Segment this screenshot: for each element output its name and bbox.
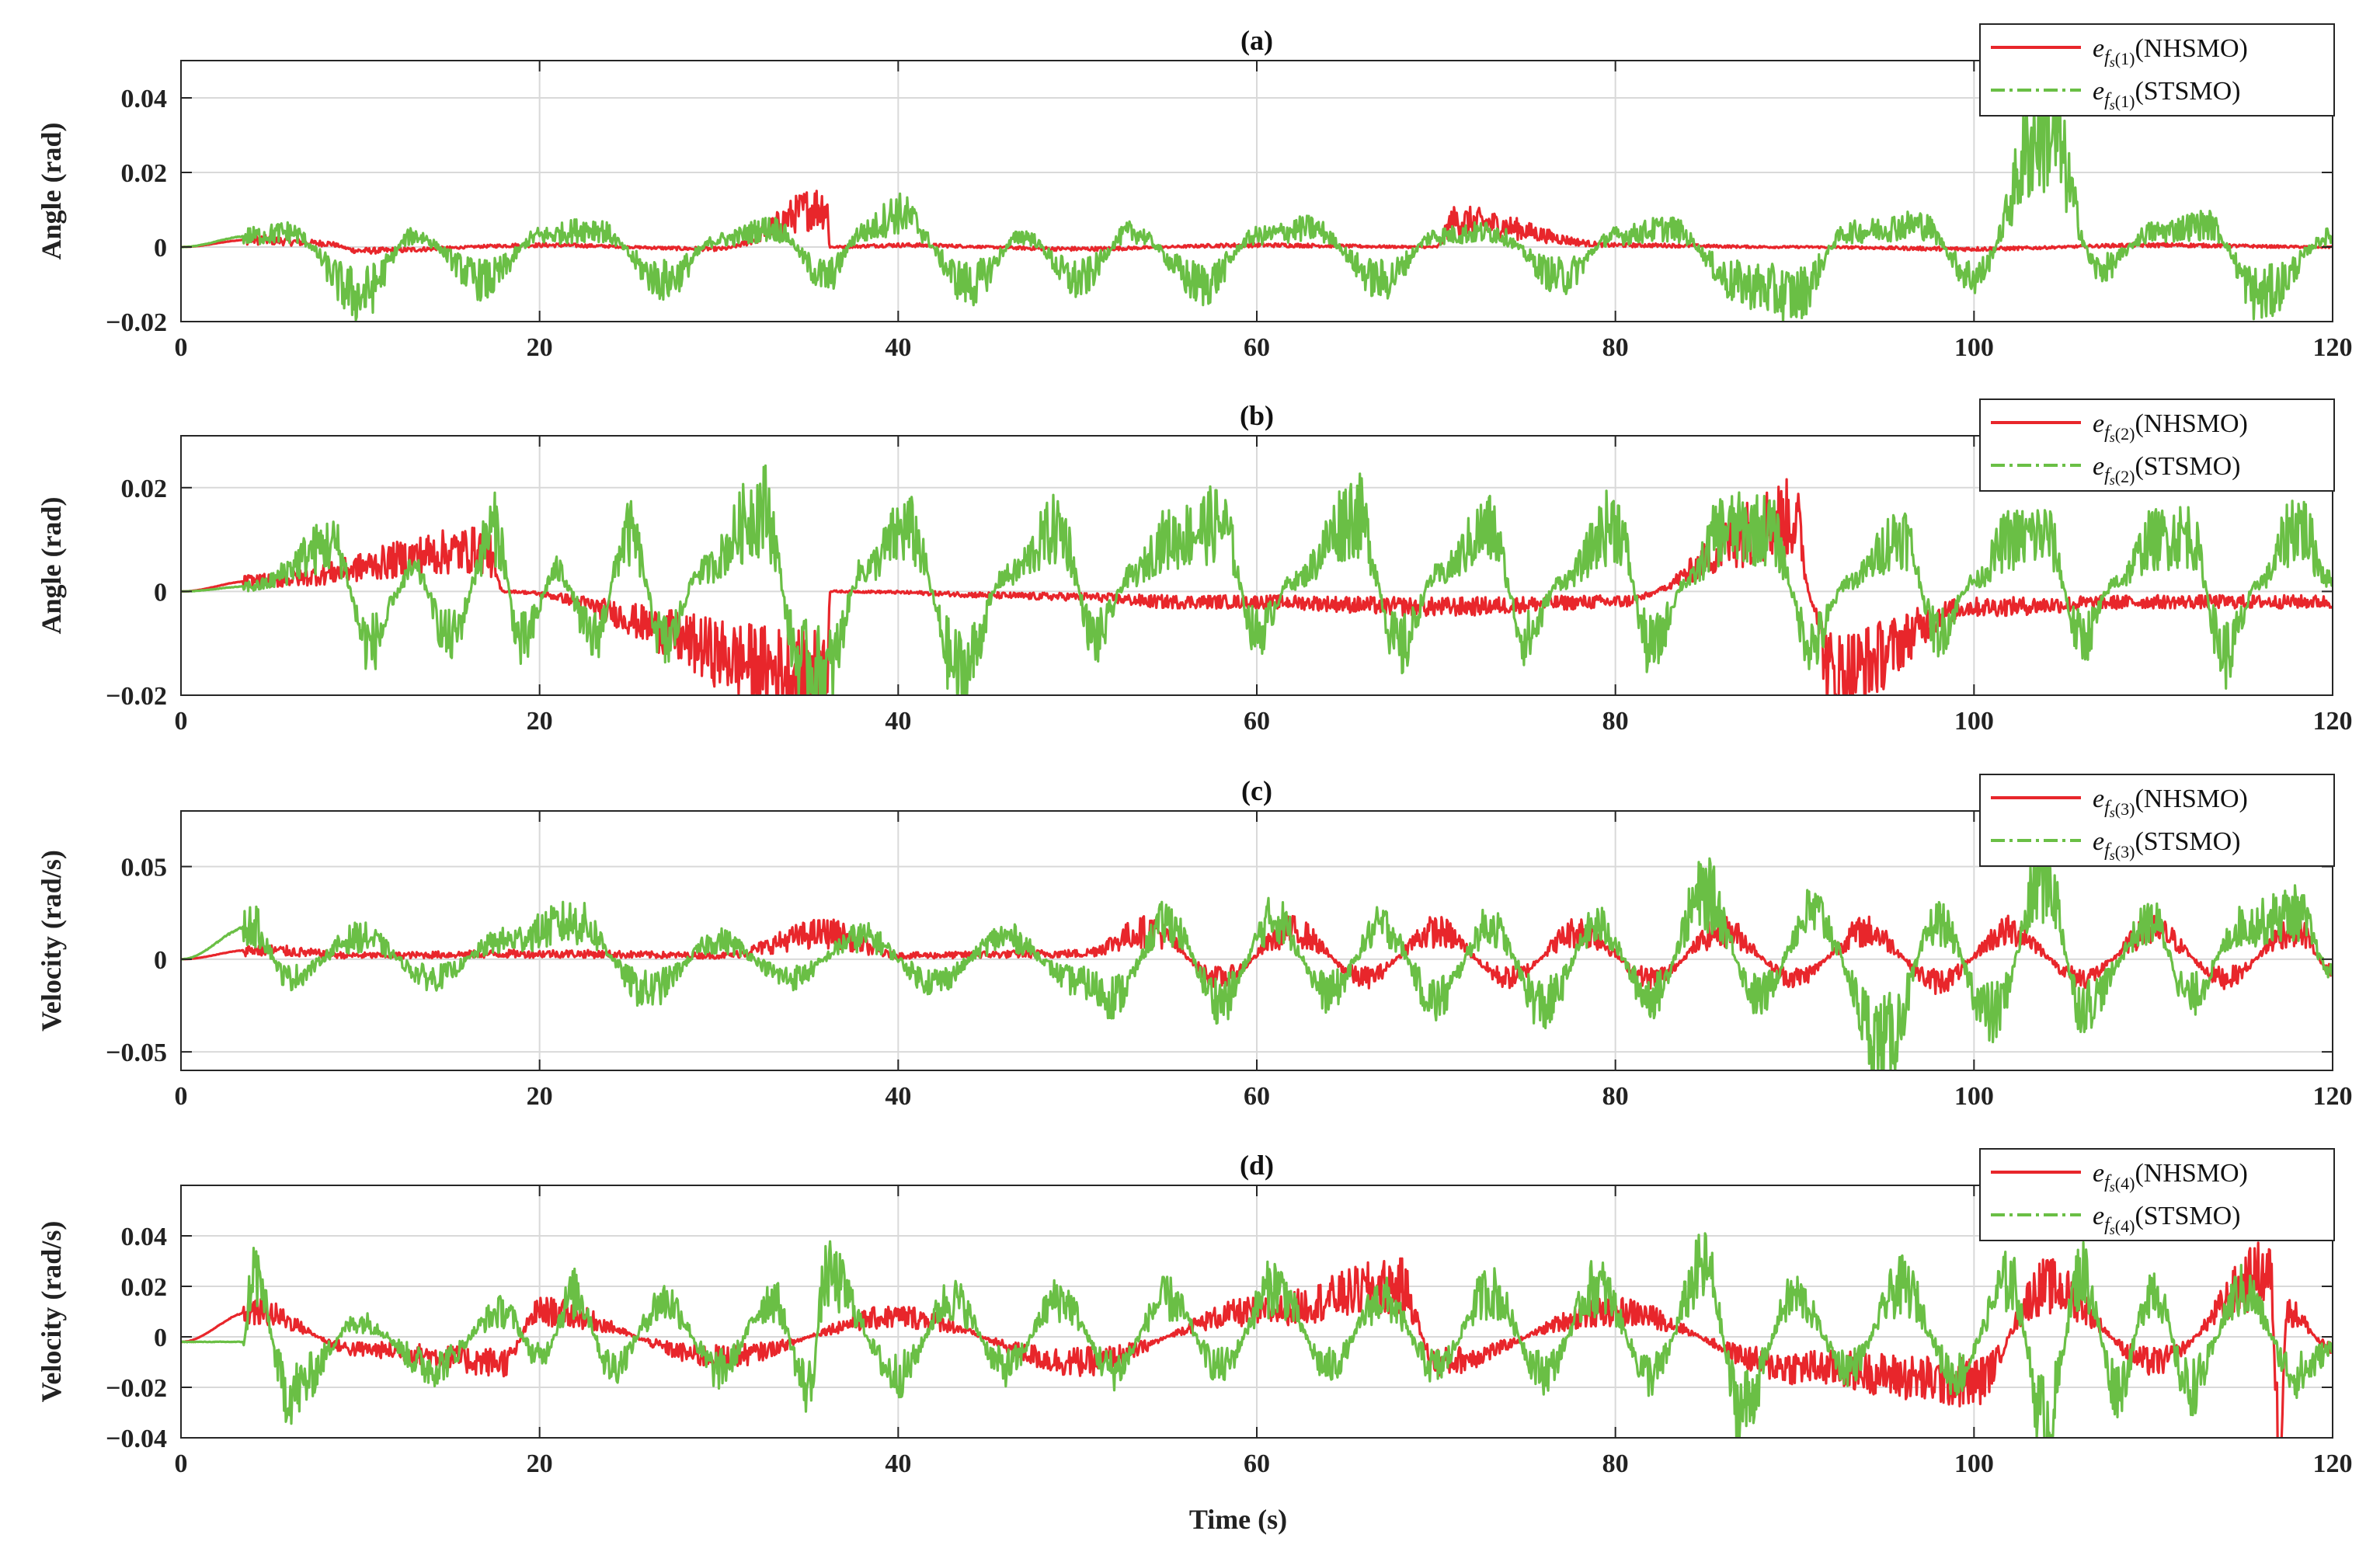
legend-entry-label: efs(4)(STSMO) (2093, 1202, 2240, 1237)
legend-entry-label: efs(1)(NHSMO) (2093, 34, 2248, 70)
x-tick-label: 100 (1954, 1082, 1994, 1111)
legend-box (1979, 398, 2335, 492)
y-tick-label: 0 (154, 578, 167, 607)
x-tick-label: 40 (885, 333, 911, 362)
legend-entry-label: efs(2)(NHSMO) (2093, 409, 2248, 445)
x-tick-label: 100 (1954, 333, 1994, 362)
plot-area (181, 826, 2333, 1070)
y-axis-label: Velocity (rad/s) (36, 850, 67, 1032)
x-tick-label: 100 (1954, 707, 1994, 736)
y-tick-label: 0 (154, 1324, 167, 1352)
x-tick-label: 80 (1602, 707, 1629, 736)
panel-title: (a) (1240, 25, 1273, 56)
plot-area (181, 464, 2333, 695)
legend-box (1979, 1148, 2335, 1241)
x-tick-label: 120 (2313, 1449, 2353, 1478)
y-axis-label: Angle (rad) (36, 123, 67, 260)
y-tick-label: −0.04 (106, 1425, 167, 1453)
series-nhsmo-line (181, 190, 2333, 255)
x-tick-label: 60 (1244, 707, 1270, 736)
y-tick-label: −0.05 (106, 1039, 167, 1067)
y-tick-label: 0.02 (121, 475, 168, 503)
x-tick-label: 40 (885, 707, 911, 736)
legend-entry-label: efs(1)(STSMO) (2093, 77, 2240, 113)
legend: efs(3)(NHSMO) efs(3)(STSMO) (1979, 774, 2335, 867)
legend-box (1979, 774, 2335, 867)
y-axis-label: Velocity (rad/s) (36, 1221, 67, 1403)
panel-a: 0 20 40 60 80 100 120 0.04 0.02 0 −0.02 (a) Angle (r… (36, 23, 2353, 362)
x-tick-label: 20 (527, 1082, 553, 1111)
x-tick-label: 40 (885, 1449, 911, 1478)
x-tick-label: 0 (175, 1449, 188, 1478)
series-stsmo-line (181, 1232, 2333, 1438)
x-tick-label: 20 (527, 707, 553, 736)
panel-title: (c) (1241, 775, 1272, 806)
panel-c: 0 20 40 60 80 100 120 0.05 0 −0.05 (c) Velocity (ra… (36, 774, 2353, 1111)
legend-entry-label: efs(4)(NHSMO) (2093, 1159, 2248, 1195)
x-tick-label: 0 (175, 1082, 188, 1111)
x-axis-label: Time (s) (1189, 1504, 1287, 1535)
plot-area (181, 65, 2333, 322)
y-tick-label: 0.05 (121, 854, 168, 882)
x-tick-label: 60 (1244, 1449, 1270, 1478)
legend-entry-label: efs(3)(NHSMO) (2093, 785, 2248, 820)
x-tick-label: 20 (527, 1449, 553, 1478)
x-tick-label: 20 (527, 333, 553, 362)
x-tick-label: 60 (1244, 1082, 1270, 1111)
x-tick-label: 60 (1244, 333, 1270, 362)
y-axis-label: Angle (rad) (36, 497, 67, 635)
series-nhsmo-line (181, 911, 2333, 995)
x-tick-label: 80 (1602, 1449, 1629, 1478)
panel-title: (d) (1240, 1150, 1274, 1181)
y-tick-label: 0.04 (121, 85, 168, 113)
panel-d: 0 20 40 60 80 100 120 0.04 0.02 0 −0.02 −0.04 (d) Vel… (36, 1148, 2353, 1478)
legend: efs(1)(NHSMO) efs(1)(STSMO) (1979, 23, 2335, 117)
legend: efs(2)(NHSMO) efs(2)(STSMO) (1979, 398, 2335, 492)
x-tick-label: 120 (2313, 1082, 2353, 1111)
grid (181, 61, 2333, 322)
x-tick-label: 100 (1954, 1449, 1994, 1478)
x-tick-label: 80 (1602, 1082, 1629, 1111)
legend-entry-label: efs(2)(STSMO) (2093, 452, 2240, 488)
panel-title: (b) (1240, 400, 1274, 431)
y-tick-label: −0.02 (106, 308, 167, 337)
series-nhsmo-line (181, 478, 2333, 695)
x-tick-label: 120 (2313, 707, 2353, 736)
grid (181, 436, 2333, 695)
legend: efs(4)(NHSMO) efs(4)(STSMO) (1979, 1148, 2335, 1241)
x-tick-label: 40 (885, 1082, 911, 1111)
series-stsmo-line (181, 65, 2333, 322)
legend-box (1979, 23, 2335, 117)
series-stsmo-line (181, 464, 2333, 695)
legend-entry-label: efs(3)(STSMO) (2093, 827, 2240, 863)
x-tick-label: 120 (2313, 333, 2353, 362)
series-stsmo-line (181, 826, 2333, 1070)
y-tick-label: 0 (154, 946, 167, 975)
x-tick-label: 80 (1602, 333, 1629, 362)
y-tick-label: 0 (154, 234, 167, 263)
y-tick-label: 0.02 (121, 159, 168, 188)
panel-b: 0 20 40 60 80 100 120 0.02 0 −0.02 (b) Angle (rad) e… (36, 398, 2353, 736)
y-tick-label: −0.02 (106, 682, 167, 711)
y-tick-label: 0.04 (121, 1223, 168, 1251)
y-tick-label: −0.02 (106, 1374, 167, 1403)
plot-area (181, 1232, 2333, 1438)
x-tick-label: 0 (175, 333, 188, 362)
x-tick-label: 0 (175, 707, 188, 736)
y-tick-label: 0.02 (121, 1273, 168, 1302)
